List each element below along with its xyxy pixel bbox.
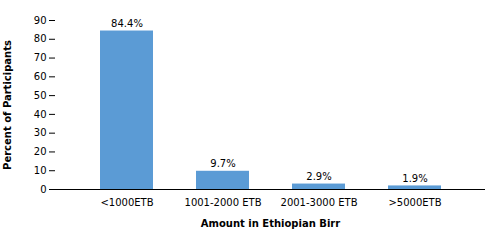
svg-text:40: 40 [34, 109, 47, 120]
svg-text:90: 90 [34, 15, 47, 26]
svg-text:Amount in Ethiopian Birr: Amount in Ethiopian Birr [201, 218, 341, 229]
svg-text:9.7%: 9.7% [210, 158, 235, 169]
svg-text:50: 50 [34, 90, 47, 101]
svg-text:Percent of Participants: Percent of Participants [2, 40, 13, 170]
svg-text:60: 60 [34, 71, 47, 82]
svg-text:30: 30 [34, 127, 47, 138]
svg-text:1.9%: 1.9% [402, 173, 427, 184]
svg-text:80: 80 [34, 33, 47, 44]
svg-text:10: 10 [34, 165, 47, 176]
svg-text:>5000ETB: >5000ETB [388, 197, 441, 208]
svg-text:1001-2000 ETB: 1001-2000 ETB [185, 197, 262, 208]
svg-text:2001-3000 ETB: 2001-3000 ETB [281, 197, 358, 208]
svg-text:84.4%: 84.4% [111, 18, 143, 29]
svg-text:2.9%: 2.9% [306, 171, 331, 182]
svg-text:20: 20 [34, 146, 47, 157]
svg-text:<1000ETB: <1000ETB [100, 197, 153, 208]
svg-text:0: 0 [40, 184, 46, 195]
svg-text:70: 70 [34, 52, 47, 63]
